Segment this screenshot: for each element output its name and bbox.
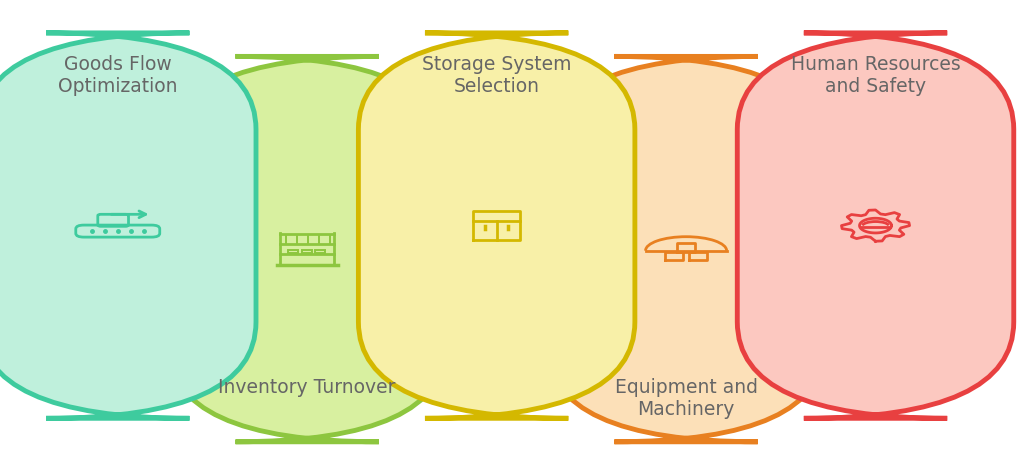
FancyBboxPatch shape bbox=[169, 56, 445, 442]
Text: Goods Flow
Optimization: Goods Flow Optimization bbox=[58, 55, 177, 96]
FancyBboxPatch shape bbox=[737, 33, 1014, 418]
FancyBboxPatch shape bbox=[0, 33, 256, 418]
FancyBboxPatch shape bbox=[358, 33, 635, 418]
Text: Human Resources
and Safety: Human Resources and Safety bbox=[791, 55, 961, 96]
Text: Equipment and
Machinery: Equipment and Machinery bbox=[614, 378, 758, 419]
Text: Storage System
Selection: Storage System Selection bbox=[422, 55, 571, 96]
Text: Inventory Turnover: Inventory Turnover bbox=[218, 378, 396, 397]
FancyBboxPatch shape bbox=[548, 56, 824, 442]
